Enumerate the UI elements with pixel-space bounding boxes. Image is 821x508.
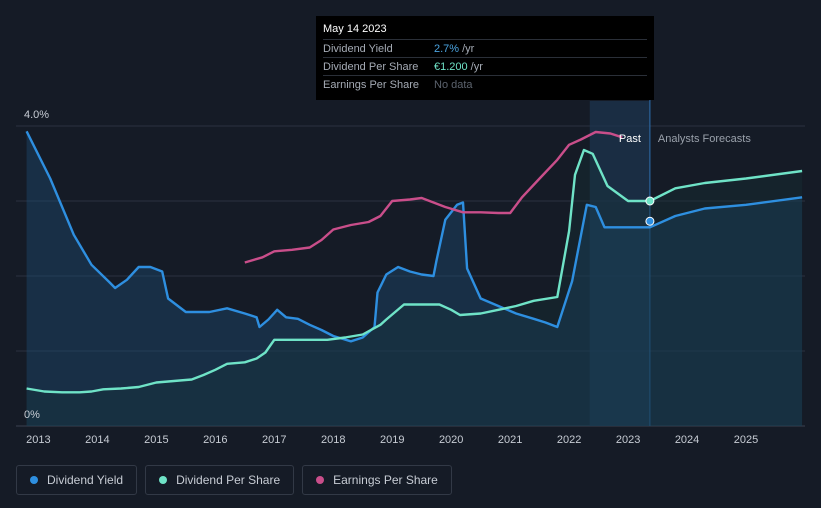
legend-label: Dividend Per Share — [176, 473, 281, 487]
y-axis-top-label: 4.0% — [24, 109, 49, 121]
x-tick-label: 2024 — [675, 434, 699, 446]
legend-dot-icon — [159, 476, 168, 484]
marker-point — [645, 216, 655, 226]
legend-dot-icon — [30, 476, 38, 484]
legend-label: Earnings Per Share — [333, 473, 438, 487]
tooltip-value: No data — [434, 78, 473, 91]
tooltip-date: May 14 2023 — [323, 23, 387, 35]
x-tick-label: 2025 — [734, 434, 758, 446]
marker-point — [645, 196, 655, 206]
forecast-label: Analysts Forecasts — [658, 133, 751, 145]
x-tick-label: 2021 — [498, 434, 522, 446]
forecast-shading — [589, 100, 651, 426]
legend-item-dividend-per-share[interactable]: Dividend Per Share — [145, 465, 295, 495]
marker-points — [645, 196, 655, 226]
x-tick-label: 2020 — [439, 434, 463, 446]
y-axis-bottom-label: 0% — [24, 409, 40, 421]
legend-item-earnings-per-share[interactable]: Earnings Per Share — [302, 465, 452, 495]
gridlines — [16, 125, 805, 427]
tooltip-value: 2.7% — [434, 42, 460, 55]
series-lines — [25, 130, 803, 394]
series-areas — [26, 131, 803, 427]
hover-tooltip: May 14 2023 Dividend Yield 2.7% /yr Divi… — [316, 16, 654, 100]
series-line-2 — [244, 130, 623, 264]
legend-label: Dividend Yield — [47, 473, 124, 487]
chart-legend: Dividend Yield Dividend Per Share Earnin… — [16, 465, 452, 495]
tooltip-unit: /yr — [470, 60, 483, 73]
x-tick-label: 2014 — [85, 434, 109, 446]
past-highlight-band — [589, 101, 650, 426]
tooltip-value: €1.200 — [434, 60, 468, 73]
tooltip-unit: /yr — [462, 42, 475, 55]
tooltip-row-earnings-per-share: Earnings Per Share No data — [323, 75, 647, 93]
legend-item-dividend-yield[interactable]: Dividend Yield — [16, 465, 138, 495]
x-tick-label: 2016 — [203, 434, 227, 446]
series-area-1 — [26, 150, 803, 426]
axis-labels: 4.0% 0% 2013 2014 2015 2016 2017 2018 2019 2020 20… — [24, 109, 758, 446]
legend-dot-icon — [316, 476, 325, 484]
series-area-0 — [26, 131, 803, 427]
tooltip-label: Dividend Per Share — [323, 60, 419, 73]
x-tick-label: 2017 — [262, 434, 286, 446]
x-tick-label: 2022 — [557, 434, 581, 446]
x-tick-label: 2015 — [144, 434, 168, 446]
series-line-1 — [26, 148, 803, 394]
x-tick-label: 2018 — [321, 434, 345, 446]
x-tick-label: 2023 — [616, 434, 640, 446]
tooltip-label: Dividend Yield — [323, 42, 393, 55]
past-label: Past — [619, 133, 641, 145]
x-tick-label: 2013 — [26, 434, 50, 446]
tooltip-row-dividend-yield: Dividend Yield 2.7% /yr — [323, 39, 647, 57]
tooltip-row-dividend-per-share: Dividend Per Share €1.200 /yr — [323, 57, 647, 75]
x-tick-label: 2019 — [380, 434, 404, 446]
tooltip-label: Earnings Per Share — [323, 78, 419, 91]
